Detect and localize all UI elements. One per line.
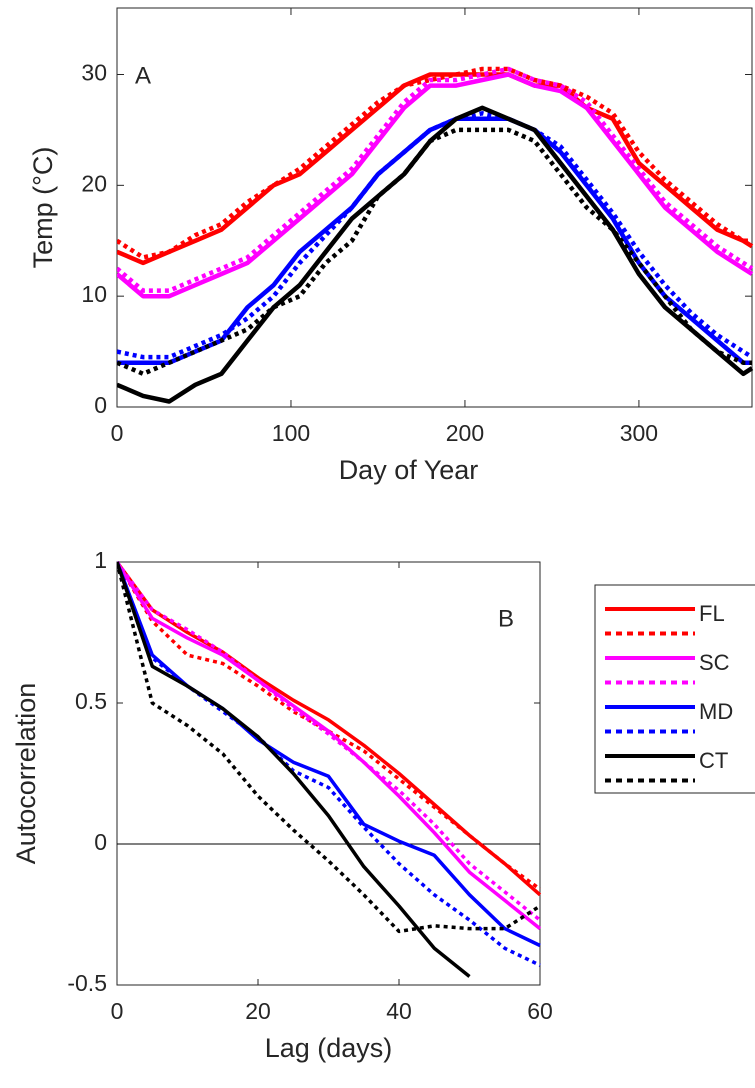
x-tick-label: 200 — [446, 420, 484, 446]
x-tick-label: 20 — [245, 998, 271, 1024]
series-line — [117, 72, 754, 266]
series-line — [117, 111, 754, 360]
legend-label: FL — [699, 601, 725, 626]
y-axis-label: Temp (°C) — [28, 147, 58, 269]
legend-label: SC — [699, 650, 730, 675]
y-tick-label: 10 — [81, 281, 107, 307]
x-tick-label: 100 — [272, 420, 310, 446]
x-axis-label: Day of Year — [339, 455, 479, 485]
series-line — [117, 105, 754, 404]
legend-label: CT — [699, 748, 728, 773]
plot-area — [116, 561, 541, 986]
series-line — [117, 560, 542, 922]
panel-label: A — [135, 62, 151, 89]
series-line — [117, 561, 471, 978]
x-tick-label: 60 — [527, 998, 553, 1024]
series-line — [117, 66, 752, 260]
plot-area — [116, 7, 753, 408]
series-line — [117, 116, 752, 365]
y-tick-label: 0.5 — [75, 688, 107, 714]
y-tick-label: 0 — [94, 392, 107, 418]
y-tick-label: 20 — [81, 170, 107, 196]
panel-label: B — [498, 605, 514, 632]
y-tick-label: 30 — [81, 60, 107, 86]
legend-box — [594, 584, 755, 794]
series-line — [117, 561, 541, 934]
series-line — [117, 561, 541, 967]
series-line — [117, 66, 754, 293]
y-tick-label: 1 — [94, 547, 107, 573]
y-tick-label: 0 — [94, 829, 107, 855]
x-tick-label: 40 — [386, 998, 412, 1024]
x-tick-label: 0 — [111, 420, 124, 446]
x-axis-label: Lag (days) — [265, 1033, 393, 1063]
y-tick-label: -0.5 — [67, 970, 107, 996]
x-tick-label: 0 — [111, 998, 124, 1024]
series-line — [117, 72, 754, 299]
series-line — [117, 560, 542, 897]
series-line — [117, 127, 752, 377]
series-line — [117, 561, 541, 948]
x-tick-label: 300 — [620, 420, 658, 446]
y-axis-label: Autocorrelation — [11, 683, 41, 865]
series-line — [117, 561, 542, 930]
legend-label: MD — [699, 699, 733, 724]
